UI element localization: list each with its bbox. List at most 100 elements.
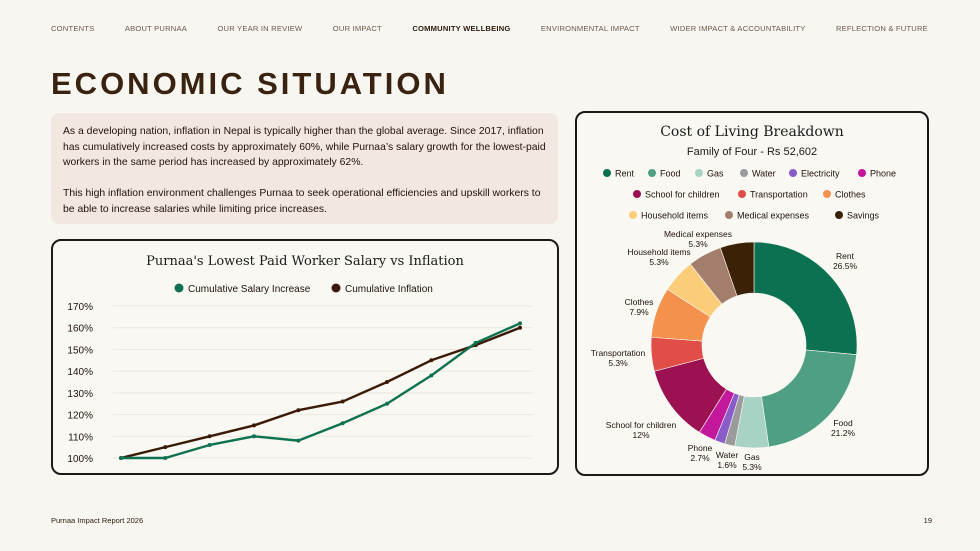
legend-item-school-for-children: School for children bbox=[633, 190, 720, 200]
nav-item-about-purnaa[interactable]: ABOUT PURNAA bbox=[124, 24, 187, 33]
nav-item-our-year-in-review[interactable]: OUR YEAR IN REVIEW bbox=[217, 24, 303, 33]
y-tick-label: 110% bbox=[68, 432, 93, 443]
data-point-cumulative-salary-increase bbox=[473, 340, 478, 345]
page-title: ECONOMIC SITUATION bbox=[51, 66, 449, 101]
slice-label-value: 7.9% bbox=[629, 307, 649, 317]
data-point-cumulative-salary-increase bbox=[119, 456, 123, 460]
series-line-cumulative-inflation bbox=[120, 326, 521, 460]
y-tick-label: 100% bbox=[67, 454, 93, 465]
y-tick-label: 130% bbox=[67, 389, 93, 400]
slice-label-name: Food bbox=[833, 418, 853, 428]
data-point-cumulative-inflation bbox=[429, 358, 434, 363]
slice-label-name: Phone bbox=[688, 443, 713, 453]
legend-item-medical-expenses: Medical expenses bbox=[725, 211, 810, 221]
legend-item-gas: Gas bbox=[695, 169, 724, 179]
data-point-cumulative-inflation bbox=[518, 325, 522, 330]
legend-item-cumulative-inflation: Cumulative Inflation bbox=[331, 283, 433, 295]
legend-swatch bbox=[633, 190, 641, 198]
cost-of-living-chart: Cost of Living Breakdown Family of Four -… bbox=[591, 124, 896, 472]
legend-swatch bbox=[725, 211, 733, 219]
legend-swatch bbox=[738, 190, 746, 198]
legend-item-food: Food bbox=[648, 169, 681, 179]
legend-item-household-items: Household items bbox=[629, 211, 709, 221]
legend-label: Medical expenses bbox=[737, 211, 810, 221]
legend-label: Clothes bbox=[835, 190, 866, 200]
data-point-cumulative-salary-increase bbox=[207, 442, 212, 447]
slice-label-value: 26.5% bbox=[833, 261, 858, 271]
nav-item-contents[interactable]: CONTENTS bbox=[51, 24, 95, 33]
legend-item-electricity: Electricity bbox=[789, 169, 840, 179]
legend-item-transportation: Transportation bbox=[738, 190, 808, 200]
y-tick-label: 140% bbox=[67, 367, 93, 378]
donut-slice-rent bbox=[753, 241, 858, 356]
legend-item-clothes: Clothes bbox=[823, 190, 866, 200]
slice-label-value: 5.3% bbox=[649, 257, 669, 267]
y-tick-label: 150% bbox=[67, 345, 93, 356]
legend-swatch bbox=[629, 211, 637, 219]
slice-label-name: Household items bbox=[627, 247, 690, 257]
y-tick-label: 160% bbox=[67, 324, 93, 335]
slice-label-value: 2.7% bbox=[690, 453, 710, 463]
legend-swatch bbox=[695, 169, 703, 177]
slice-label-value: 21.2% bbox=[831, 428, 856, 438]
data-point-cumulative-salary-increase bbox=[429, 373, 434, 378]
legend-label: Phone bbox=[870, 169, 896, 179]
nav-item-environmental-impact[interactable]: ENVIRONMENTAL IMPACT bbox=[540, 24, 640, 33]
donut-chart-title: Cost of Living Breakdown bbox=[660, 124, 844, 140]
data-point-cumulative-inflation bbox=[252, 423, 256, 428]
nav-item-our-impact[interactable]: OUR IMPACT bbox=[332, 24, 382, 33]
slice-label-value: 1.6% bbox=[717, 460, 737, 470]
footer-report-title: Purnaa Impact Report 2026 bbox=[51, 516, 144, 525]
legend-swatch bbox=[331, 283, 341, 293]
legend-item-rent: Rent bbox=[603, 169, 635, 179]
donut-slice-food bbox=[761, 349, 857, 448]
legend-item-water: Water bbox=[740, 169, 776, 179]
data-point-cumulative-salary-increase bbox=[296, 438, 301, 443]
legend-label: Gas bbox=[707, 169, 724, 179]
legend-swatch bbox=[648, 169, 656, 177]
y-tick-label: 120% bbox=[67, 411, 93, 422]
nav-item-wider-impact[interactable]: WIDER IMPACT & ACCOUNTABILITY bbox=[670, 24, 806, 33]
legend-item-cumulative-salary-increase: Cumulative Salary Increase bbox=[174, 283, 311, 295]
line-chart-title: Purnaa's Lowest Paid Worker Salary vs In… bbox=[146, 254, 464, 269]
slice-label-value: 5.3% bbox=[742, 462, 762, 472]
nav-item-reflection-future[interactable]: REFLECTION & FUTURE bbox=[835, 24, 928, 33]
footer-page-number: 19 bbox=[923, 516, 932, 525]
cost-of-living-card: Cost of Living Breakdown Family of Four -… bbox=[575, 111, 929, 476]
nav-item-community-wellbeing[interactable]: COMMUNITY WELLBEING bbox=[412, 24, 511, 33]
legend-label: Food bbox=[660, 169, 681, 179]
legend-label: Transportation bbox=[750, 190, 808, 200]
intro-paragraph-2: This high inflation environment challeng… bbox=[63, 188, 541, 215]
legend-swatch bbox=[858, 169, 866, 177]
intro-paragraph-1: As a developing nation, inflation in Nep… bbox=[63, 126, 546, 168]
slice-label-name: School for children bbox=[606, 420, 677, 430]
legend-swatch bbox=[789, 169, 797, 177]
slice-label-name: Rent bbox=[836, 251, 855, 261]
data-point-cumulative-inflation bbox=[385, 380, 389, 384]
legend-swatch bbox=[740, 169, 748, 177]
y-tick-label: 170% bbox=[67, 302, 93, 313]
legend-label: School for children bbox=[645, 190, 720, 200]
data-point-cumulative-salary-increase bbox=[252, 434, 256, 439]
legend-swatch bbox=[603, 169, 611, 177]
donut-chart-subtitle: Family of Four - Rs 52,602 bbox=[687, 146, 817, 158]
top-navigation: CONTENTS ABOUT PURNAA OUR YEAR IN REVIEW… bbox=[51, 24, 928, 33]
slice-label-name: Water bbox=[716, 450, 739, 460]
slice-label-name: Medical expenses bbox=[664, 229, 732, 239]
series-line-cumulative-salary-increase bbox=[121, 322, 521, 460]
data-point-cumulative-inflation bbox=[340, 399, 345, 404]
data-point-cumulative-salary-increase bbox=[340, 421, 345, 426]
data-point-cumulative-salary-increase bbox=[163, 456, 168, 460]
legend-swatch bbox=[835, 211, 843, 219]
data-point-cumulative-inflation bbox=[296, 408, 301, 413]
